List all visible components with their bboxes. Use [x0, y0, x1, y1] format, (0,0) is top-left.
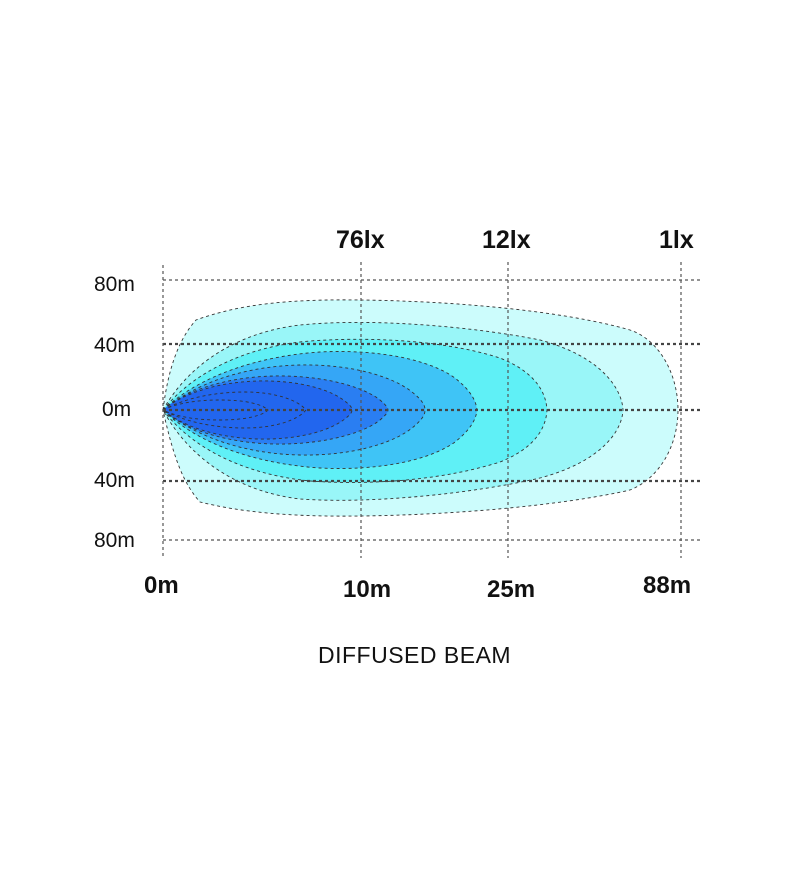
y-axis-labels: 80m 40m 0m 40m 80m	[94, 273, 135, 552]
x-tick-label: 0m	[144, 572, 179, 599]
y-tick-label: 80m	[94, 529, 135, 552]
chart-title: DIFFUSED BEAM	[318, 642, 511, 668]
x-axis-labels: 0m 10m 25m 88m	[144, 572, 691, 603]
lux-label-12: 12lx	[482, 226, 531, 254]
beam-inner-contour	[162, 391, 307, 429]
x-tick-label: 88m	[643, 572, 691, 599]
beam-zone-7	[162, 380, 353, 440]
lux-labels: 76lx 12lx 1lx	[336, 226, 694, 254]
y-tick-label: 80m	[94, 273, 135, 296]
lux-label-1: 1lx	[659, 226, 694, 254]
lux-label-76: 76lx	[336, 226, 385, 254]
y-tick-label: 40m	[94, 334, 135, 357]
y-tick-label: 40m	[94, 469, 135, 492]
beam-contours	[161, 299, 679, 517]
x-tick-label: 25m	[487, 576, 535, 603]
y-tick-label: 0m	[102, 398, 131, 421]
grid	[162, 262, 700, 558]
x-tick-label: 10m	[343, 576, 391, 603]
